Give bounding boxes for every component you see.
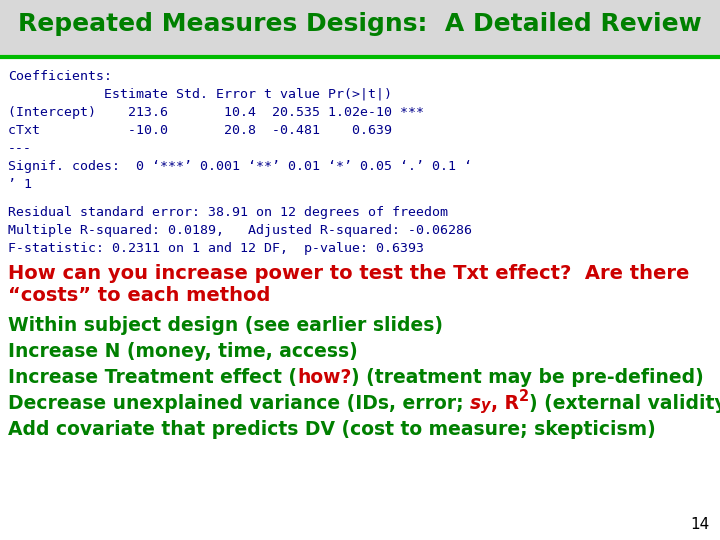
Text: (Intercept)    213.6       10.4  20.535 1.02e-10 ***: (Intercept) 213.6 10.4 20.535 1.02e-10 *…	[8, 106, 424, 119]
Text: Residual standard error: 38.91 on 12 degrees of freedom: Residual standard error: 38.91 on 12 deg…	[8, 206, 448, 219]
Text: Decrease unexplained variance (IDs, error;: Decrease unexplained variance (IDs, erro…	[8, 394, 470, 413]
Text: Repeated Measures Designs:  A Detailed Review: Repeated Measures Designs: A Detailed Re…	[18, 12, 702, 36]
Text: “costs” to each method: “costs” to each method	[8, 286, 271, 305]
Text: ---: ---	[8, 142, 32, 155]
Text: Within subject design (see earlier slides): Within subject design (see earlier slide…	[8, 316, 443, 335]
Text: Estimate Std. Error t value Pr(>|t|): Estimate Std. Error t value Pr(>|t|)	[8, 88, 392, 101]
Text: ’ 1: ’ 1	[8, 178, 32, 191]
Text: F-statistic: 0.2311 on 1 and 12 DF,  p-value: 0.6393: F-statistic: 0.2311 on 1 and 12 DF, p-va…	[8, 242, 424, 255]
Text: Increase N (money, time, access): Increase N (money, time, access)	[8, 342, 358, 361]
Text: 2: 2	[518, 389, 529, 404]
Text: Coefficients:: Coefficients:	[8, 70, 112, 83]
Text: How can you increase power to test the Txt effect?  Are there: How can you increase power to test the T…	[8, 264, 689, 283]
Text: Increase Treatment effect (: Increase Treatment effect (	[8, 368, 297, 387]
Text: how?: how?	[297, 368, 351, 387]
Text: s: s	[470, 394, 481, 413]
Text: y: y	[481, 398, 491, 413]
Text: Signif. codes:  0 ‘***’ 0.001 ‘**’ 0.01 ‘*’ 0.05 ‘.’ 0.1 ‘: Signif. codes: 0 ‘***’ 0.001 ‘**’ 0.01 ‘…	[8, 160, 472, 173]
Text: , R: , R	[491, 394, 518, 413]
Text: ) (treatment may be pre-defined): ) (treatment may be pre-defined)	[351, 368, 704, 387]
Text: ) (external validity): ) (external validity)	[529, 394, 720, 413]
Text: cTxt           -10.0       20.8  -0.481    0.639: cTxt -10.0 20.8 -0.481 0.639	[8, 124, 392, 137]
Text: Add covariate that predicts DV (cost to measure; skepticism): Add covariate that predicts DV (cost to …	[8, 420, 656, 439]
Text: 14: 14	[690, 517, 710, 532]
Text: Multiple R-squared: 0.0189,   Adjusted R-squared: -0.06286: Multiple R-squared: 0.0189, Adjusted R-s…	[8, 224, 472, 237]
